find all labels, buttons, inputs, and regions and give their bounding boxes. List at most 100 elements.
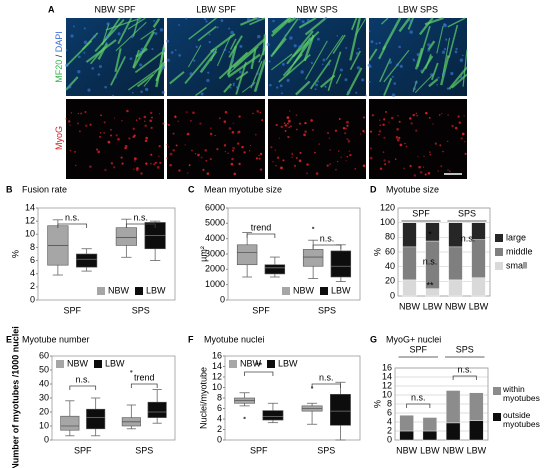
- myog-nucleus: [349, 154, 352, 157]
- nucleus: [257, 34, 261, 39]
- myog-nucleus: [398, 120, 401, 123]
- myog-nucleus: [186, 111, 188, 113]
- annotation: n.s.: [75, 374, 90, 384]
- myog-nucleus: [216, 148, 219, 151]
- y-tick-label: 8: [30, 242, 35, 252]
- myog-nucleus: [272, 160, 274, 163]
- box: [60, 415, 80, 431]
- nucleus: [370, 40, 374, 44]
- myog-nucleus: [338, 118, 341, 121]
- bar-segment: [448, 246, 463, 281]
- nucleus: [361, 78, 365, 82]
- box: [329, 394, 351, 426]
- myotube: [346, 67, 363, 96]
- myog-nucleus: [237, 142, 240, 145]
- myog-nucleus: [382, 151, 385, 153]
- myog-nucleus: [78, 130, 81, 133]
- myog-nucleus: [458, 121, 462, 124]
- micrograph-bottom: [369, 99, 467, 179]
- myog-nucleus: [224, 150, 227, 153]
- nucleus: [105, 35, 109, 39]
- annotation: n.s.: [423, 256, 438, 266]
- nucleus: [230, 30, 234, 35]
- nucleus: [203, 17, 207, 21]
- nucleus: [206, 78, 210, 83]
- legend-label: outside myotubes: [503, 411, 540, 429]
- myog-nucleus: [202, 168, 205, 171]
- nucleus: [391, 75, 394, 78]
- myog-nucleus: [103, 121, 106, 124]
- y-tick-label: 2: [217, 424, 222, 434]
- y-tick-label: 80: [385, 232, 395, 242]
- myog-nucleus: [447, 169, 449, 171]
- myotube: [105, 17, 142, 31]
- myog-nucleus: [103, 132, 106, 134]
- myog-nucleus: [169, 163, 172, 167]
- myotube: [448, 66, 468, 90]
- myotube: [451, 73, 468, 89]
- myog-nucleus: [206, 172, 210, 175]
- nucleus: [93, 34, 96, 38]
- myog-nucleus: [124, 146, 127, 150]
- myog-nucleus: [288, 119, 291, 123]
- legend-label: middle: [506, 246, 533, 256]
- myog-nucleus: [283, 122, 286, 125]
- myotube: [270, 17, 292, 37]
- myog-nucleus: [409, 117, 412, 120]
- myog-nucleus: [404, 142, 406, 145]
- nucleus: [388, 60, 392, 64]
- myog-nucleus: [441, 112, 443, 115]
- myog-nucleus: [382, 123, 385, 126]
- x-tick-label: SPS: [132, 305, 150, 315]
- micrograph-top: [167, 18, 265, 96]
- myog-nucleus: [362, 129, 365, 133]
- myog-nucleus: [232, 122, 234, 124]
- nucleus: [450, 71, 454, 76]
- plot-frame: [227, 207, 361, 301]
- box: [147, 401, 167, 418]
- nucleus: [129, 57, 133, 61]
- nucleus: [98, 64, 102, 69]
- myotube: [227, 53, 261, 78]
- myotube: [278, 54, 311, 83]
- column-label: NBW SPF: [94, 4, 136, 14]
- nucleus: [97, 73, 101, 76]
- myog-nucleus: [232, 146, 235, 150]
- nucleus: [462, 54, 464, 57]
- nucleus: [189, 72, 193, 76]
- myog-nucleus: [345, 127, 347, 130]
- bracket: [312, 244, 342, 249]
- nucleus: [443, 23, 446, 26]
- myog-nucleus: [209, 132, 213, 136]
- nucleus: [205, 20, 208, 23]
- myog-nucleus: [398, 136, 401, 140]
- y-tick-label: 8: [387, 398, 392, 408]
- myog-nucleus: [243, 151, 246, 154]
- y-tick-label: 8: [217, 392, 222, 402]
- myog-nucleus: [74, 164, 77, 167]
- myog-nucleus: [423, 155, 425, 157]
- myog-nucleus: [166, 157, 168, 160]
- myog-nucleus: [457, 115, 460, 118]
- y-tick-label: 10: [39, 420, 49, 430]
- myog-nucleus: [395, 136, 399, 139]
- outlier: [130, 370, 133, 373]
- chart-title: MyoG+ nuclei: [386, 334, 441, 344]
- myotube: [440, 55, 450, 86]
- myog-nucleus: [197, 153, 200, 157]
- legend-label: LBW: [146, 285, 166, 295]
- nucleus: [236, 85, 240, 89]
- nucleus: [201, 68, 204, 71]
- nucleus: [266, 43, 270, 47]
- myog-nucleus: [113, 166, 116, 169]
- y-tick-label: 4: [387, 416, 392, 426]
- myotube: [298, 17, 317, 29]
- nucleus: [144, 87, 149, 92]
- myog-nucleus: [153, 163, 155, 166]
- nucleus: [276, 86, 279, 89]
- nucleus: [306, 18, 310, 22]
- myog-nucleus: [249, 144, 252, 147]
- myog-nucleus: [68, 120, 71, 123]
- myog-nucleus: [346, 138, 348, 140]
